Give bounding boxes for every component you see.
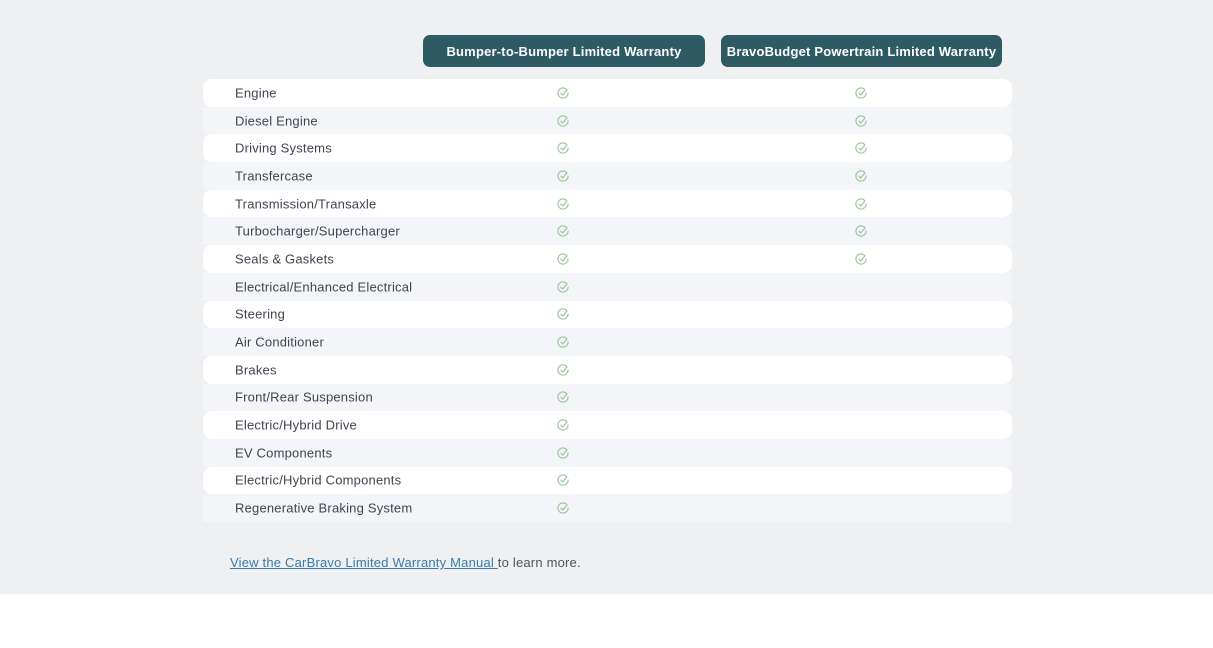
check-circle-icon (854, 252, 868, 266)
check-circle-icon (556, 335, 570, 349)
row-label: EV Components (235, 445, 333, 461)
check-circle-icon (556, 473, 570, 487)
warranty-coverage-table: Engine Diesel Engine (203, 79, 1012, 522)
bumper-to-bumper-warranty-button[interactable]: Bumper-to-Bumper Limited Warranty (423, 35, 705, 67)
table-row: Electric/Hybrid Components (203, 466, 1012, 495)
check-circle-icon (556, 418, 570, 432)
row-label: Electric/Hybrid Drive (235, 417, 357, 433)
table-row: Driving Systems (203, 134, 1012, 163)
row-label: Steering (235, 306, 286, 322)
check-circle-icon (556, 224, 570, 238)
warranty-column-headers: Bumper-to-Bumper Limited Warranty BravoB… (423, 35, 1002, 67)
warranty-manual-link[interactable]: View the CarBravo Limited Warranty Manua… (230, 555, 498, 570)
check-circle-icon (854, 86, 868, 100)
table-row: Air Conditioner (203, 328, 1012, 356)
check-circle-icon (854, 197, 868, 211)
table-row: Engine (203, 79, 1012, 107)
row-label: Brakes (235, 362, 277, 378)
table-row: Regenerative Braking System (203, 494, 1012, 522)
table-row: Turbocharger/Supercharger (203, 217, 1012, 246)
check-circle-icon (556, 169, 570, 183)
row-label: Air Conditioner (235, 334, 324, 350)
row-label: Driving Systems (235, 140, 332, 156)
check-circle-icon (556, 363, 570, 377)
table-row: Diesel Engine (203, 106, 1012, 135)
row-label: Electrical/Enhanced Electrical (235, 279, 413, 295)
check-circle-icon (854, 169, 868, 183)
warranty-manual-note: View the CarBravo Limited Warranty Manua… (230, 555, 581, 570)
check-circle-icon (556, 446, 570, 460)
row-label: Transfercase (235, 168, 313, 184)
row-label: Seals & Gaskets (235, 251, 335, 267)
note-suffix: to learn more. (497, 555, 581, 570)
check-circle-icon (556, 390, 570, 404)
table-row: Brakes (203, 355, 1012, 384)
row-label: Electric/Hybrid Components (235, 472, 402, 488)
table-row: Front/Rear Suspension (203, 383, 1012, 412)
bravobudget-powertrain-warranty-button[interactable]: BravoBudget Powertrain Limited Warranty (721, 35, 1002, 67)
row-label: Front/Rear Suspension (235, 389, 373, 405)
table-row: Steering (203, 300, 1012, 329)
row-label: Regenerative Braking System (235, 500, 413, 516)
check-circle-icon (556, 197, 570, 211)
check-circle-icon (556, 141, 570, 155)
check-circle-icon (556, 280, 570, 294)
check-circle-icon (854, 114, 868, 128)
row-label: Engine (235, 85, 277, 101)
check-circle-icon (556, 252, 570, 266)
check-circle-icon (854, 141, 868, 155)
table-row: Transfercase (203, 162, 1012, 190)
table-row: Electric/Hybrid Drive (203, 411, 1012, 439)
row-label: Turbocharger/Supercharger (235, 223, 400, 239)
check-circle-icon (556, 501, 570, 515)
check-circle-icon (556, 86, 570, 100)
row-label: Diesel Engine (235, 113, 318, 129)
check-circle-icon (854, 224, 868, 238)
table-row: Transmission/Transaxle (203, 189, 1012, 218)
row-label: Transmission/Transaxle (235, 196, 377, 212)
table-row: EV Components (203, 438, 1012, 467)
table-row: Electrical/Enhanced Electrical (203, 272, 1012, 301)
check-circle-icon (556, 114, 570, 128)
check-circle-icon (556, 307, 570, 321)
table-row: Seals & Gaskets (203, 245, 1012, 273)
